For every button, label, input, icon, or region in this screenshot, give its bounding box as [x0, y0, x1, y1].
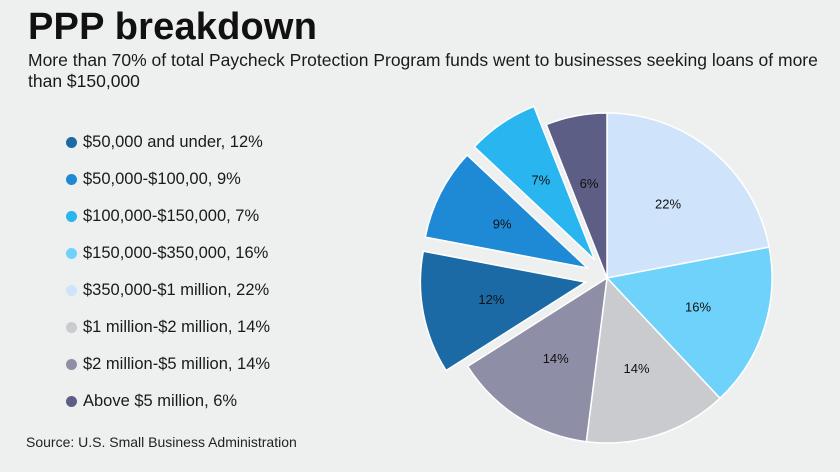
legend-swatch	[66, 248, 77, 259]
legend-swatch	[66, 322, 77, 333]
legend-item: $50,000 and under, 12%	[66, 124, 270, 161]
slice-label: 6%	[580, 176, 599, 191]
legend-item: $2 million-$5 million, 14%	[66, 346, 270, 383]
source-note: Source: U.S. Small Business Administrati…	[26, 434, 297, 450]
pie-slice	[545, 112, 608, 279]
legend-swatch	[66, 396, 77, 407]
slice-label: 9%	[493, 217, 512, 232]
legend-swatch	[66, 137, 77, 148]
legend-label: $2 million-$5 million, 14%	[83, 355, 271, 373]
slice-label: 22%	[655, 196, 681, 211]
pie-slice	[585, 276, 722, 444]
legend-item: $50,000-$100,00, 9%	[66, 161, 270, 198]
legend-label: $1 million-$2 million, 14%	[83, 318, 271, 336]
legend-item: $1 million-$2 million, 14%	[66, 309, 270, 346]
page-title: PPP breakdown	[28, 6, 318, 48]
legend-label: $150,000-$350,000, 16%	[83, 244, 269, 262]
slice-label: 14%	[543, 351, 569, 366]
legend-item: Above $5 million, 6%	[66, 383, 270, 420]
slice-label: 14%	[624, 361, 650, 376]
legend-label: $100,000-$150,000, 7%	[83, 207, 260, 225]
slice-label: 12%	[478, 292, 504, 307]
legend-swatch	[66, 285, 77, 296]
pie-slice	[473, 105, 596, 261]
pie-slice	[605, 246, 773, 400]
legend-item: $100,000-$150,000, 7%	[66, 198, 270, 235]
chart-legend: $50,000 and under, 12% $50,000-$100,00, …	[66, 124, 270, 420]
pie-slice	[419, 250, 588, 372]
legend-label: $50,000 and under, 12%	[83, 133, 263, 151]
legend-item: $150,000-$350,000, 16%	[66, 235, 270, 272]
legend-swatch	[66, 359, 77, 370]
legend-swatch	[66, 174, 77, 185]
legend-item: $350,000-$1 million, 22%	[66, 272, 270, 309]
slice-label: 16%	[685, 300, 711, 315]
pie-slice	[424, 154, 590, 270]
pie-slice	[606, 112, 770, 279]
legend-label: Above $5 million, 6%	[83, 392, 238, 410]
legend-swatch	[66, 211, 77, 222]
page-subtitle: More than 70% of total Paycheck Protecti…	[28, 50, 818, 91]
legend-label: $350,000-$1 million, 22%	[83, 281, 270, 299]
legend-label: $50,000-$100,00, 9%	[83, 170, 241, 188]
pie-slice	[466, 276, 608, 443]
slice-label: 7%	[531, 173, 550, 188]
